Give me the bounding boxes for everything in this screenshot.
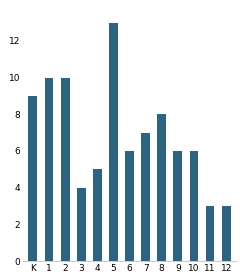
Bar xyxy=(141,133,150,261)
Bar xyxy=(157,114,166,261)
Bar xyxy=(77,188,86,261)
Bar xyxy=(222,206,231,261)
Bar xyxy=(61,78,70,261)
Bar xyxy=(109,22,118,261)
Bar xyxy=(125,151,134,261)
Bar xyxy=(45,78,54,261)
Bar xyxy=(206,206,215,261)
Bar xyxy=(93,169,102,261)
Bar xyxy=(29,96,37,261)
Bar xyxy=(190,151,198,261)
Bar xyxy=(174,151,182,261)
